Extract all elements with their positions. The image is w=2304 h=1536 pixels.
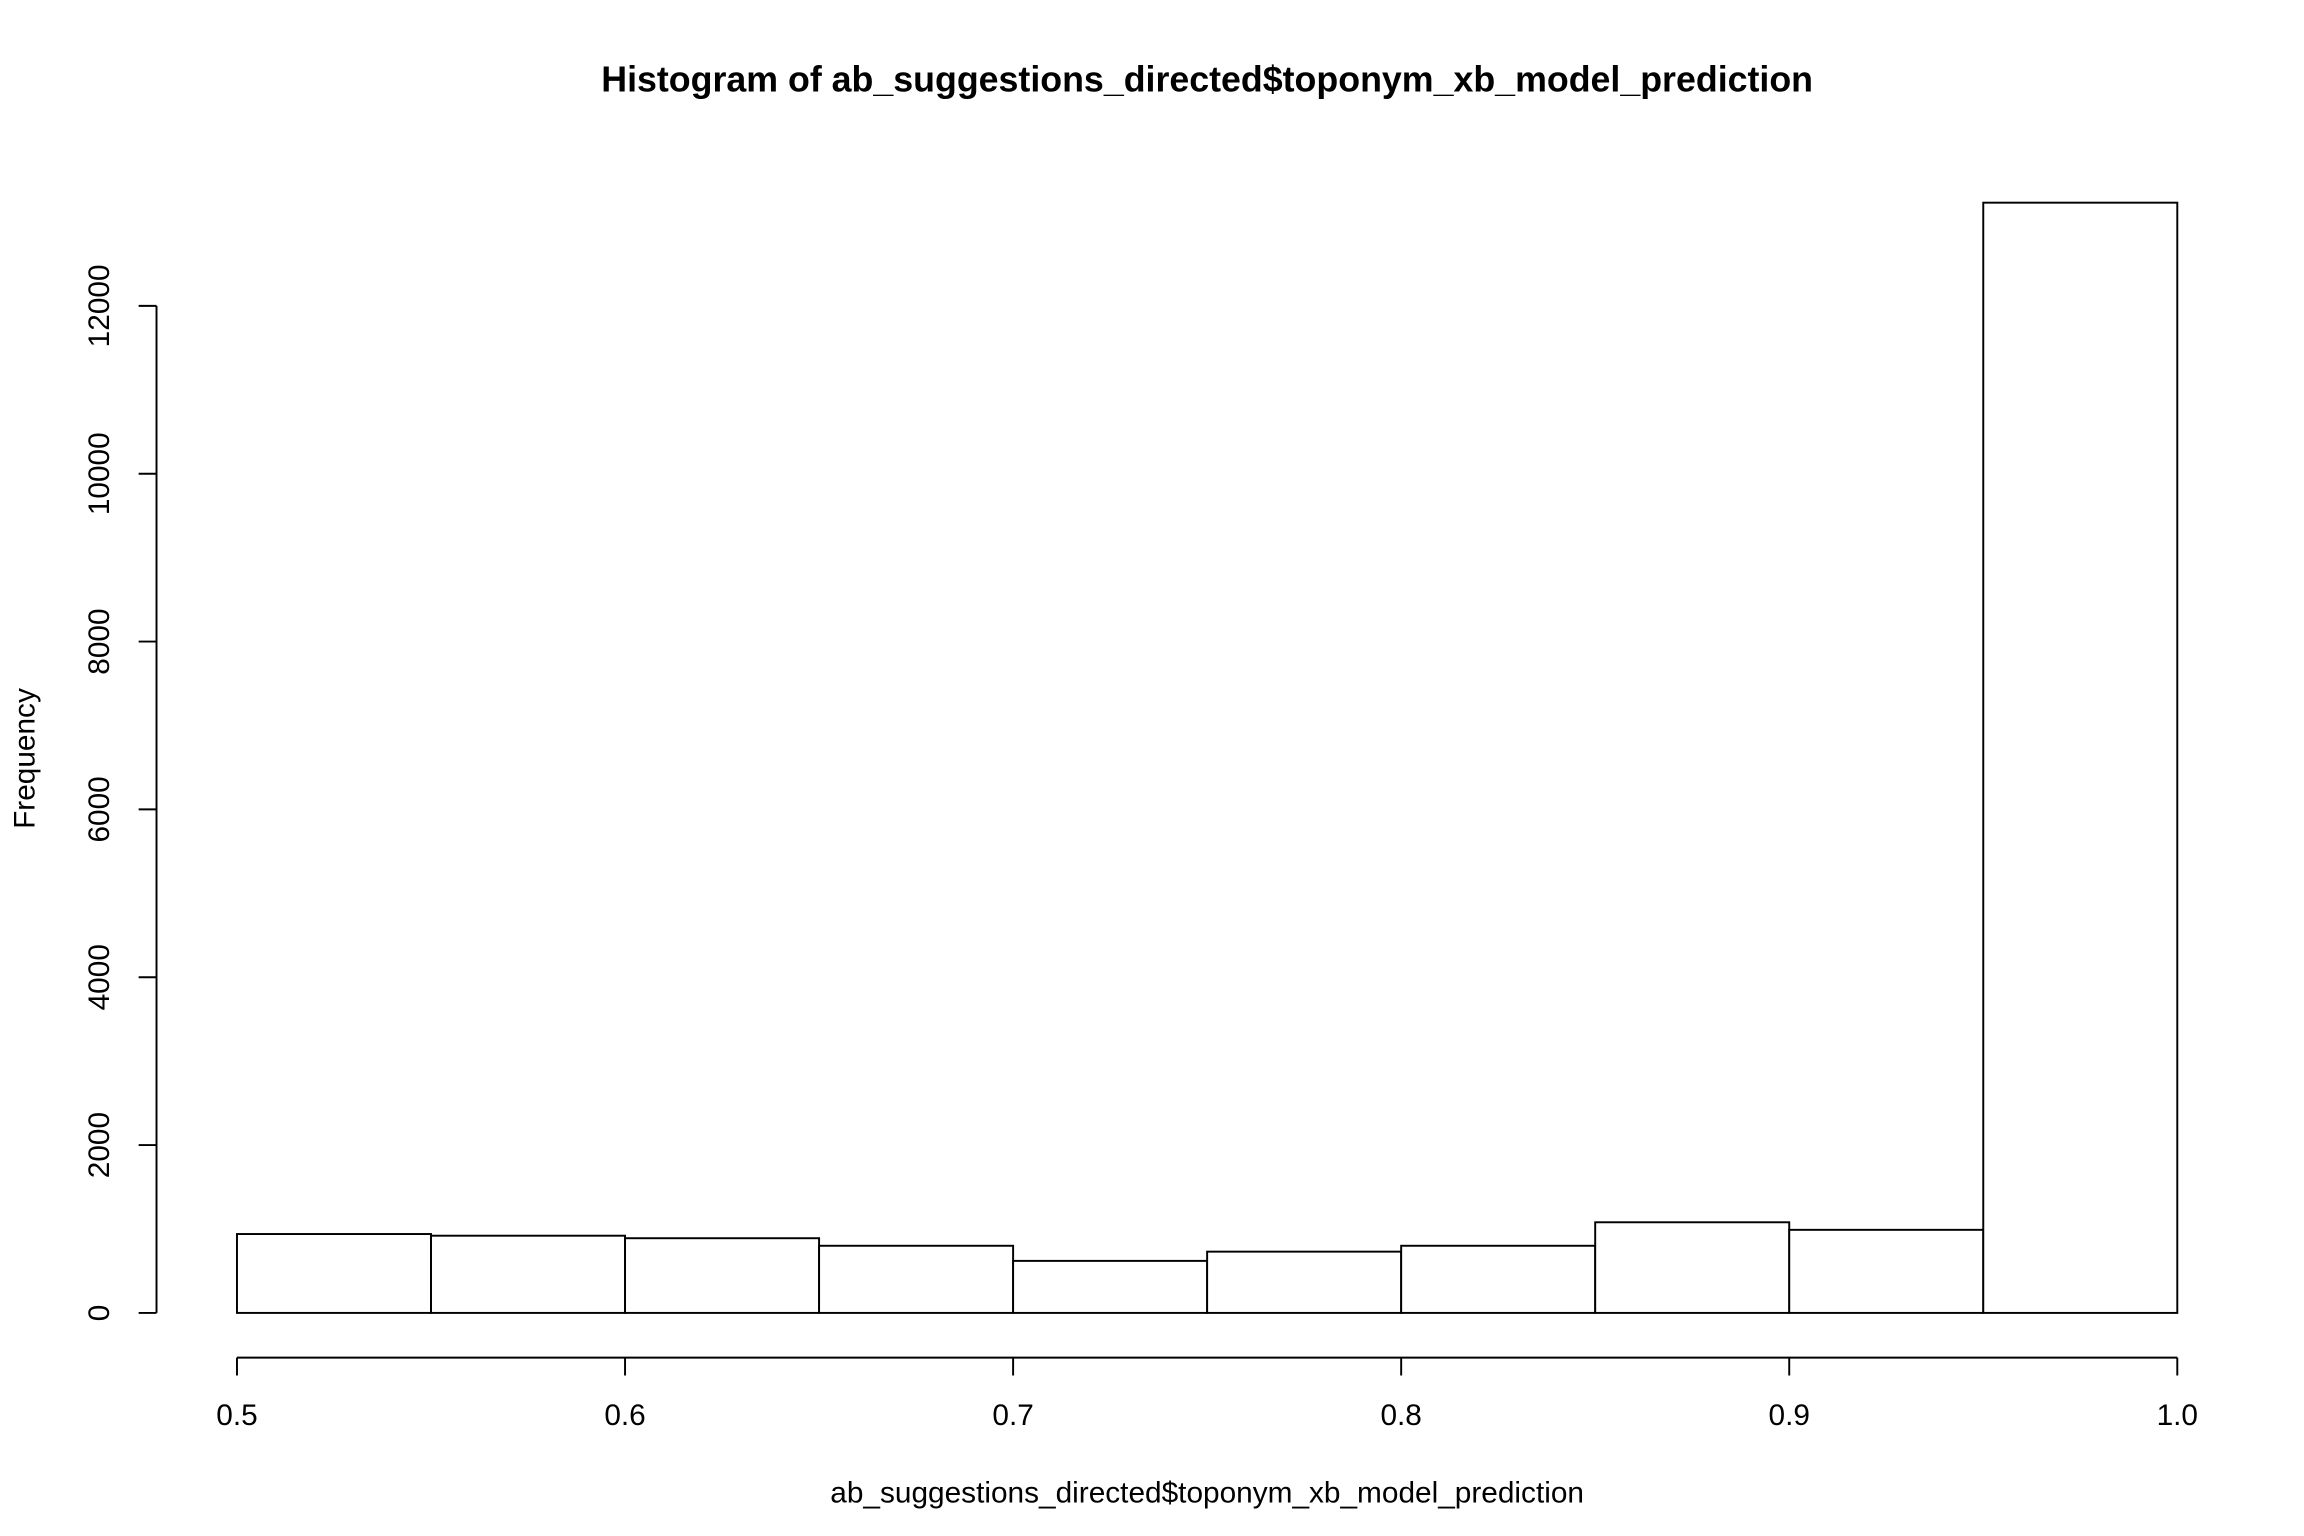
bar [1594, 1221, 1791, 1314]
bar [1206, 1250, 1403, 1314]
bar [1400, 1244, 1597, 1314]
x-tick-label: 0.5 [216, 1399, 257, 1432]
y-axis-title: Frequency [9, 688, 42, 829]
y-tick-label: 6000 [83, 776, 116, 842]
x-tick-label: 1.0 [2157, 1399, 2198, 1432]
y-tick-label: 12000 [83, 264, 116, 347]
x-tick-label: 0.8 [1380, 1399, 1421, 1432]
y-tick-label: 8000 [83, 608, 116, 674]
bar [1982, 201, 2179, 1314]
y-tick-label: 10000 [83, 432, 116, 515]
bar [1012, 1259, 1209, 1314]
x-axis-title: ab_suggestions_directed$toponym_xb_model… [830, 1477, 1584, 1510]
chart-title: Histogram of ab_suggestions_directed$top… [601, 59, 1813, 99]
bar [430, 1234, 627, 1314]
y-tick-label: 0 [83, 1305, 116, 1322]
x-tick-label: 0.7 [992, 1399, 1033, 1432]
x-tick-label: 0.6 [604, 1399, 645, 1432]
bar [818, 1244, 1015, 1314]
x-tick-label: 0.9 [1769, 1399, 1810, 1432]
bar [1788, 1228, 1985, 1314]
bar [624, 1237, 821, 1314]
y-tick-label: 4000 [83, 944, 116, 1010]
y-tick-label: 2000 [83, 1112, 116, 1178]
bar [236, 1233, 432, 1314]
